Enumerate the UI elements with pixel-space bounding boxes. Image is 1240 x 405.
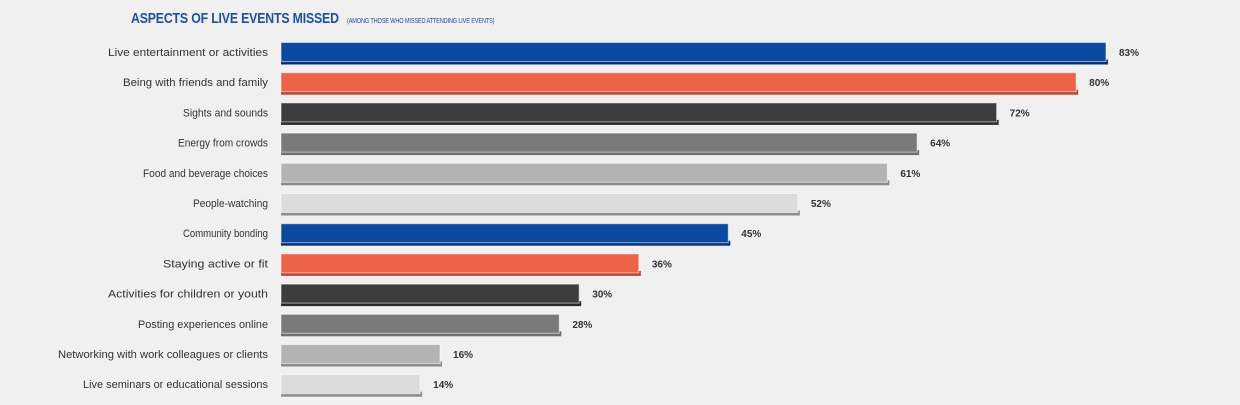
- bar: [280, 132, 918, 153]
- category-label: Energy from crowds: [178, 138, 268, 150]
- bar: [280, 313, 560, 334]
- value-label: 16%: [453, 350, 473, 361]
- category-label: Being with friends and family: [123, 77, 269, 89]
- value-label: 64%: [930, 139, 950, 150]
- chart-subtitle: (AMONG THOSE WHO MISSED ATTENDING LIVE E…: [346, 18, 495, 25]
- bar: [280, 344, 441, 364]
- category-label: Staying active or fit: [163, 258, 268, 270]
- category-label: Live seminars or educational sessions: [83, 379, 268, 391]
- value-label: 14%: [433, 380, 453, 391]
- bar: [280, 374, 421, 395]
- value-label: 52%: [811, 199, 831, 210]
- category-label: Activities for children or youth: [108, 289, 268, 301]
- value-label: 28%: [572, 320, 592, 331]
- bar: [280, 102, 998, 123]
- value-label: 72%: [1010, 108, 1030, 119]
- bar: [280, 253, 640, 274]
- value-label: 30%: [592, 290, 612, 301]
- category-label: Networking with work colleagues or clien…: [58, 349, 268, 361]
- value-label: 45%: [741, 229, 761, 240]
- bar: [280, 72, 1077, 93]
- category-label: Community bonding: [183, 228, 268, 240]
- category-label: Live entertainment or activities: [108, 47, 269, 59]
- bar: [280, 223, 729, 244]
- bar: [280, 193, 799, 213]
- category-label: Sights and sounds: [183, 107, 268, 119]
- category-label: People-watching: [193, 198, 268, 210]
- bar: [280, 283, 580, 304]
- chart-title: ASPECTS OF LIVE EVENTS MISSED: [131, 10, 339, 27]
- value-label: 80%: [1089, 78, 1109, 89]
- value-label: 61%: [900, 169, 920, 180]
- value-label: 83%: [1119, 48, 1139, 59]
- chart-title-block: ASPECTS OF LIVE EVENTS MISSED (AMONG THO…: [131, 10, 531, 28]
- category-label: Posting experiences online: [138, 319, 268, 331]
- bar: [280, 42, 1107, 62]
- value-label: 36%: [652, 259, 672, 270]
- category-label: Food and beverage choices: [143, 168, 268, 180]
- bar: [280, 162, 888, 183]
